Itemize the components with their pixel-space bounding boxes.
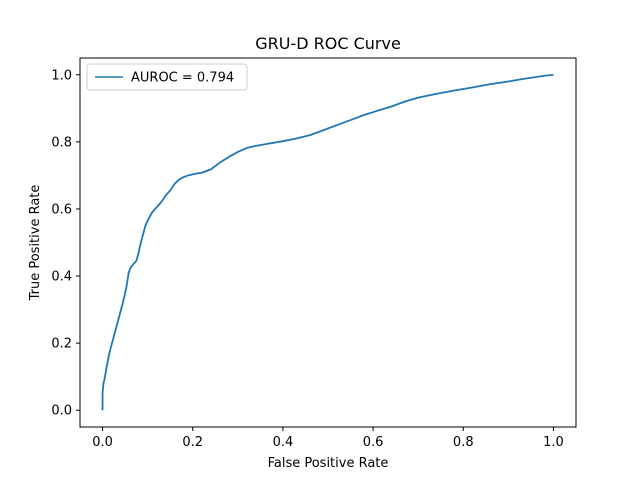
- x-axis-ticks: 0.0 0.2 0.4 0.6 0.8 1.0: [92, 427, 564, 450]
- x-tick-label: 0.0: [92, 435, 113, 450]
- x-tick-label: 0.4: [273, 435, 294, 450]
- y-tick-label: 0.6: [51, 202, 72, 217]
- legend: AUROC = 0.794: [86, 63, 248, 91]
- y-tick-label: 0.0: [51, 404, 72, 419]
- y-axis-ticks: 0.0 0.2 0.4 0.6 0.8 1.0: [51, 68, 80, 419]
- y-tick-label: 1.0: [51, 68, 72, 83]
- x-tick-label: 0.8: [453, 435, 474, 450]
- chart-title: GRU-D ROC Curve: [255, 34, 401, 53]
- legend-box: [86, 63, 248, 91]
- roc-curve-line: [101, 73, 554, 411]
- x-axis-label: False Positive Rate: [268, 456, 389, 471]
- x-tick-label: 1.0: [543, 435, 564, 450]
- series-layer: [101, 73, 554, 411]
- x-tick-label: 0.6: [363, 435, 384, 450]
- y-tick-label: 0.4: [51, 270, 72, 285]
- y-tick-label: 0.8: [51, 135, 72, 150]
- y-tick-label: 0.2: [51, 337, 72, 352]
- y-axis-label: True Positive Rate: [28, 185, 43, 302]
- x-tick-label: 0.2: [182, 435, 203, 450]
- legend-label: AUROC = 0.794: [131, 71, 234, 86]
- plot-frame: [79, 57, 577, 428]
- plot-background: [80, 58, 576, 427]
